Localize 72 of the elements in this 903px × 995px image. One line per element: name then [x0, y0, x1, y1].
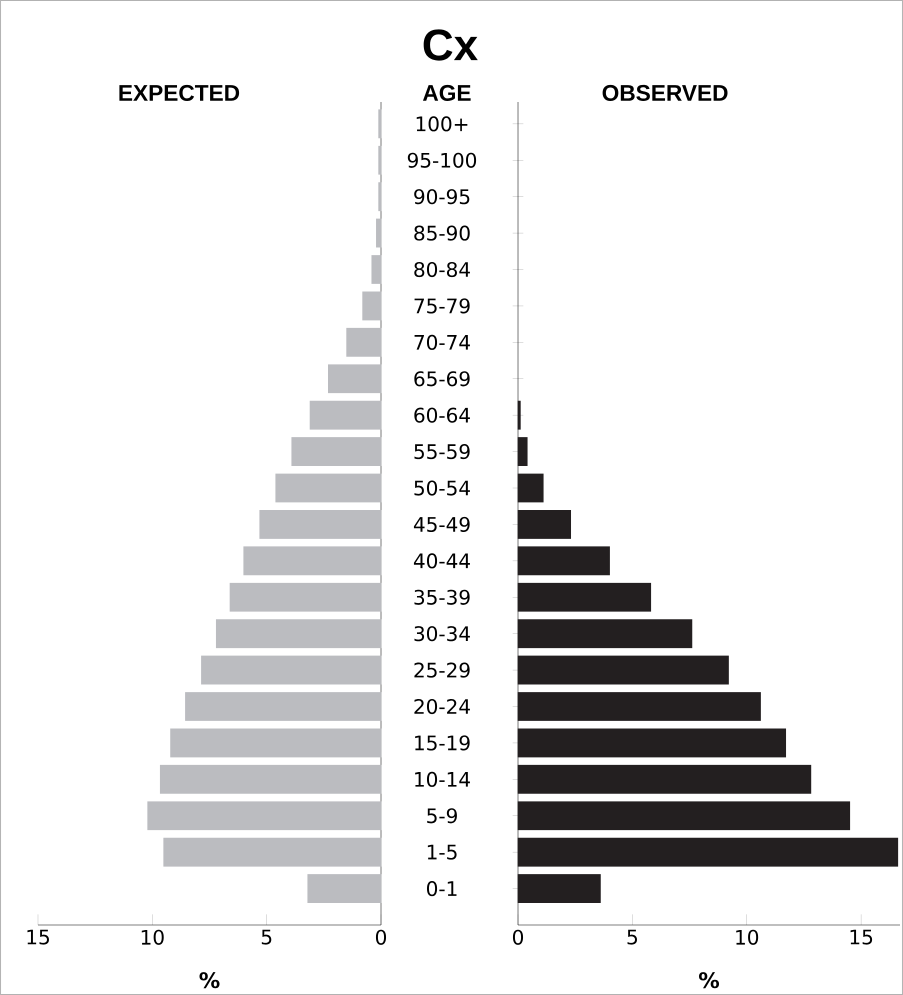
- bar: [378, 146, 382, 175]
- y-tick-label: 95-100: [408, 152, 476, 168]
- bar: [518, 582, 652, 612]
- bar: [259, 510, 382, 539]
- bar: [147, 801, 382, 830]
- x-axis-title: %: [200, 972, 220, 988]
- bar: [371, 255, 382, 284]
- bar: [518, 474, 544, 502]
- y-tick-label: 90-95: [414, 189, 470, 204]
- y-tick-label: 100+: [416, 116, 468, 132]
- y-axis-title: AGE: [422, 84, 471, 101]
- bar: [216, 619, 382, 648]
- chart-title: Cx: [424, 29, 478, 61]
- y-tick-label: 70-74: [414, 334, 470, 350]
- y-tick-label: 30-34: [414, 626, 470, 642]
- bar: [518, 764, 812, 794]
- bar: [518, 619, 692, 648]
- bar: [160, 764, 382, 794]
- bar: [518, 510, 572, 539]
- bar: [518, 656, 729, 685]
- y-tick-label: 85-90: [414, 226, 470, 241]
- bar: [518, 728, 786, 758]
- bar: [201, 656, 382, 685]
- chart-subtitle: OBSERVED: [602, 84, 728, 101]
- bar: [378, 109, 382, 138]
- y-tick-label: 75-79: [414, 298, 470, 314]
- bar: [185, 692, 382, 721]
- y-tick-label: 25-29: [414, 662, 470, 678]
- y-tick-label: 55-59: [414, 444, 470, 460]
- bar: [378, 182, 382, 212]
- y-tick-label: 40-44: [414, 553, 470, 568]
- y-tick-label: 50-54: [414, 480, 470, 496]
- x-tick-label: 15: [850, 930, 872, 945]
- y-tick-label: 1-5: [428, 844, 457, 860]
- bar: [307, 874, 382, 904]
- x-tick-label: 10: [736, 930, 758, 945]
- bar: [518, 437, 528, 466]
- x-tick-label: 0: [512, 930, 524, 945]
- bar: [310, 400, 382, 430]
- x-tick-label: 10: [142, 930, 164, 945]
- bar: [163, 838, 382, 867]
- x-tick-label: 5: [262, 930, 272, 945]
- bar: [275, 474, 382, 502]
- bar: [518, 874, 601, 904]
- bar: [328, 364, 382, 394]
- bar: [230, 582, 382, 612]
- y-tick-label: 60-64: [414, 408, 470, 423]
- bar: [170, 728, 382, 758]
- y-tick-label: 20-24: [414, 698, 470, 714]
- y-tick-label: 45-49: [414, 516, 470, 532]
- y-tick-label: 65-69: [414, 371, 470, 386]
- y-tick-label: 80-84: [414, 262, 470, 278]
- bar: [518, 400, 521, 430]
- y-tick-label: 0-1: [426, 881, 456, 896]
- bar: [362, 292, 382, 320]
- x-tick-label: 0: [376, 930, 386, 945]
- bar: [518, 546, 610, 576]
- chart-title: EXPECTED: [119, 84, 240, 101]
- y-tick-label: 15-19: [415, 735, 470, 750]
- bar: [518, 692, 761, 721]
- y-tick-label: 10-14: [415, 772, 470, 787]
- bar: [376, 218, 382, 248]
- bar: [346, 328, 382, 357]
- bar: [518, 838, 898, 867]
- bar: [518, 801, 850, 830]
- x-tick-label: 5: [628, 930, 637, 945]
- bar: [243, 546, 382, 576]
- bar: [291, 437, 382, 466]
- x-tick-label: 15: [27, 930, 49, 945]
- y-tick-label: 5-9: [427, 808, 457, 824]
- x-axis-title: %: [699, 972, 720, 988]
- y-tick-label: 35-39: [414, 590, 470, 605]
